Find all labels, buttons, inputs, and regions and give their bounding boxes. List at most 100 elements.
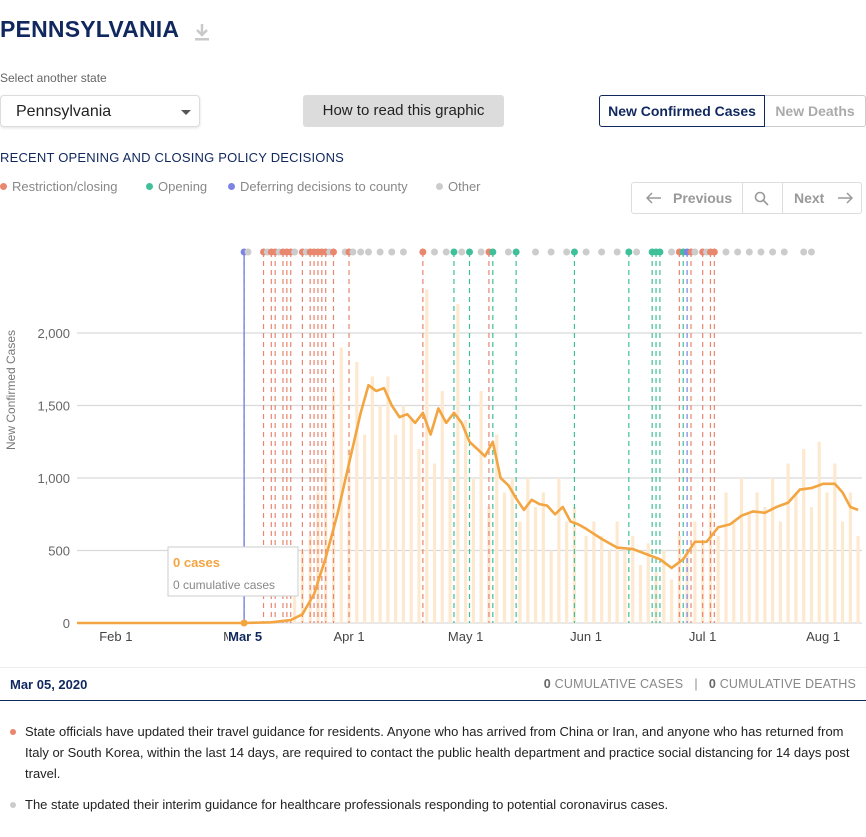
policy-dot-other[interactable]	[734, 248, 742, 256]
restriction-dot-icon	[0, 183, 7, 190]
metric-toggle: New Confirmed Cases New Deaths	[599, 95, 866, 127]
policy-dot-other[interactable]	[563, 248, 571, 256]
state-select-label: Select another state	[0, 71, 107, 85]
policy-dot-other[interactable]	[807, 248, 815, 256]
daily-bar	[848, 492, 852, 623]
daily-bar	[394, 434, 398, 623]
daily-bar	[541, 492, 545, 623]
stats-separator: |	[694, 677, 698, 691]
download-icon[interactable]	[193, 22, 211, 42]
daily-bar	[809, 507, 814, 623]
policy-dot-other[interactable]	[244, 248, 252, 256]
restriction-bullet-icon	[10, 729, 16, 735]
policy-dot-other[interactable]	[722, 248, 730, 256]
daily-bar	[502, 492, 507, 623]
policy-dot-other[interactable]	[780, 248, 788, 256]
daily-bar	[479, 391, 483, 623]
policy-dot-opening[interactable]	[625, 248, 633, 256]
policy-dot-restriction[interactable]	[419, 248, 427, 256]
chart-tooltip: 0 cases 0 cumulative cases	[167, 546, 299, 597]
x-tick-label: Apr 1	[333, 629, 364, 644]
x-tick-label: Jul 1	[689, 629, 716, 644]
daily-bar	[432, 463, 437, 623]
x-tick-label: Feb 1	[99, 629, 132, 644]
policy-dot-other[interactable]	[757, 248, 765, 256]
policy-dot-opening[interactable]	[570, 248, 578, 256]
daily-bar	[817, 441, 821, 623]
daily-bar	[732, 521, 736, 623]
daily-bar	[708, 507, 713, 623]
daily-bar	[448, 478, 452, 623]
policy-dot-other[interactable]	[291, 248, 299, 256]
daily-bar	[724, 492, 728, 623]
daily-bar	[518, 521, 522, 623]
legend-deferring: Deferring decisions to county	[228, 179, 408, 194]
policy-dot-other[interactable]	[633, 248, 641, 256]
daily-bar	[339, 347, 343, 623]
daily-bar	[464, 420, 468, 623]
policy-dot-other[interactable]	[364, 248, 372, 256]
next-button[interactable]: Next	[783, 183, 863, 213]
daily-bar	[701, 543, 705, 623]
legend-other: Other	[436, 179, 481, 194]
policy-dot-other[interactable]	[388, 248, 396, 256]
policy-dot-other[interactable]	[431, 248, 439, 256]
tab-new-deaths[interactable]: New Deaths	[765, 95, 866, 127]
daily-bar	[592, 521, 596, 623]
page-title: PENNSYLVANIA	[0, 16, 180, 42]
daily-bar	[646, 543, 650, 623]
note-text: The state updated their interim guidance…	[25, 797, 669, 812]
y-tick-label: 2,000	[37, 326, 70, 341]
policy-dot-other[interactable]	[357, 248, 365, 256]
tooltip-cumulative: 0 cumulative cases	[173, 578, 275, 592]
policy-dot-other[interactable]	[745, 248, 753, 256]
policy-dot-other[interactable]	[532, 248, 540, 256]
y-tick-label: 0	[63, 616, 70, 631]
policy-dot-other[interactable]	[376, 248, 384, 256]
cum-cases-label: CUMULATIVE CASES	[554, 677, 684, 691]
policy-dot-restriction[interactable]	[710, 248, 718, 256]
daily-bar	[370, 376, 374, 623]
policy-dot-other[interactable]	[800, 248, 808, 256]
policy-dot-opening[interactable]	[450, 248, 458, 256]
policy-dot-opening[interactable]	[512, 248, 520, 256]
policy-dot-other[interactable]	[504, 248, 512, 256]
policy-dot-other[interactable]	[477, 248, 485, 256]
highlight-label-bg	[228, 627, 263, 645]
policy-dot-other[interactable]	[668, 248, 676, 256]
daily-bar	[584, 536, 588, 623]
daily-bar	[316, 492, 320, 623]
daily-bar	[786, 463, 790, 623]
policy-dot-other[interactable]	[442, 248, 450, 256]
policy-dot-other[interactable]	[769, 248, 777, 256]
daily-bar	[763, 507, 767, 623]
policy-dot-other[interactable]	[691, 248, 699, 256]
how-to-read-button[interactable]: How to read this graphic	[303, 95, 504, 127]
policy-dot-other[interactable]	[458, 248, 466, 256]
policy-dot-opening[interactable]	[466, 248, 473, 256]
daily-bar	[631, 536, 635, 623]
daily-bar	[638, 565, 643, 623]
search-button[interactable]	[742, 183, 783, 213]
policy-dot-restriction[interactable]	[329, 248, 337, 256]
policy-dot-other[interactable]	[598, 248, 606, 256]
policy-dot-opening[interactable]	[489, 248, 497, 256]
daily-bar	[802, 449, 806, 623]
state-select[interactable]: Pennsylvania	[0, 95, 200, 127]
policy-dot-opening[interactable]	[656, 248, 664, 256]
tab-new-confirmed-cases[interactable]: New Confirmed Cases	[599, 95, 765, 127]
policy-dot-other[interactable]	[399, 248, 407, 256]
previous-button[interactable]: Previous	[632, 183, 743, 213]
daily-bar	[771, 478, 775, 623]
daily-bar	[615, 521, 619, 623]
policy-dot-other[interactable]	[582, 248, 590, 256]
daily-bar	[778, 521, 782, 623]
x-tick-label: May 1	[448, 629, 483, 644]
legend-label: Opening	[158, 179, 208, 194]
policy-heading: RECENT OPENING AND CLOSING POLICY DECISI…	[0, 150, 345, 165]
deferring-dot-icon	[228, 183, 235, 190]
policy-dot-other[interactable]	[349, 248, 357, 256]
policy-dot-other[interactable]	[613, 248, 621, 256]
opening-dot-icon	[146, 183, 153, 190]
policy-dot-other[interactable]	[547, 248, 555, 256]
